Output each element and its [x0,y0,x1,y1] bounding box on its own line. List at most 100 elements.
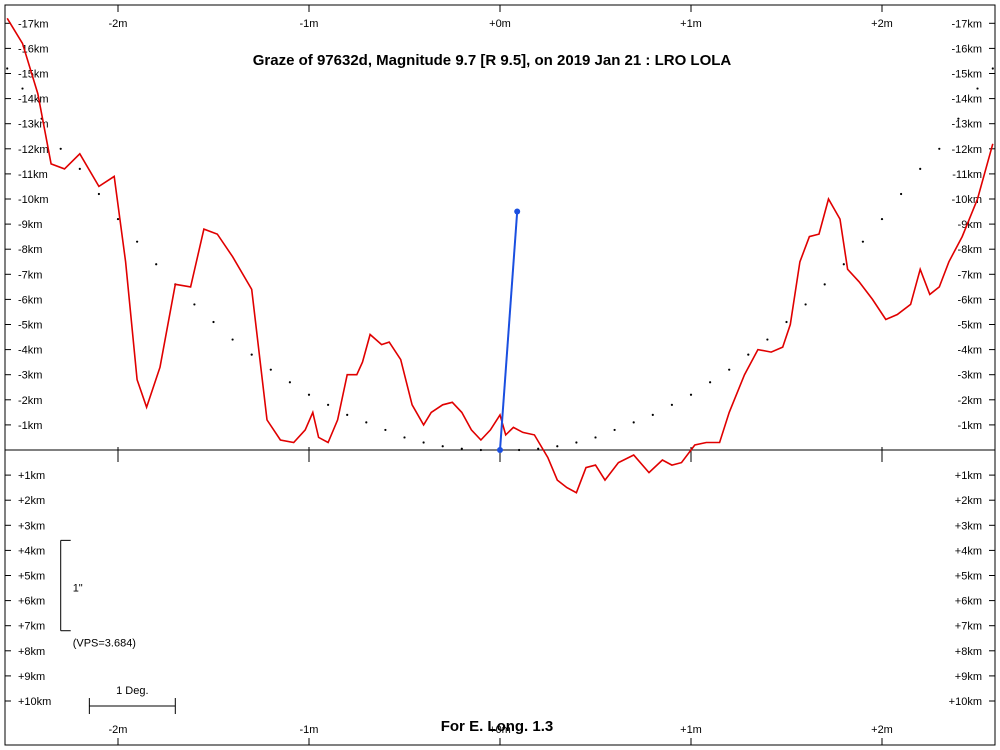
star-path-line [499,211,519,451]
y-tick-label-right: +4km [955,545,982,557]
y-tick-label-left: -14km [18,94,49,106]
x-tick-label-top: +0m [489,18,511,30]
predicted-limb-dot [78,167,81,170]
predicted-limb-dot [785,320,788,324]
predicted-limb-dot [250,353,253,356]
x-axis-ticks: -2m -2m -1m -1m +0m +0m +1m +1m +2m +2m [109,5,893,745]
predicted-limb-dot [709,381,712,384]
plot-frame [4,4,996,746]
y-tick-label-right: +1km [955,470,982,482]
predicted-limb-dot [938,147,941,150]
predicted-limb-dot [365,421,368,424]
y-tick-label-right: -6km [958,294,982,306]
predicted-limb-dot [575,441,578,444]
predicted-limb-dot [384,428,387,432]
y-tick-label-left: -9km [18,219,42,231]
predicted-limb-dot [97,192,100,196]
predicted-limb-dot [231,338,234,341]
star-path-start-dot [497,447,503,453]
predicted-limb-dot [804,303,807,306]
y-tick-label-left: +10km [18,696,51,708]
predicted-limb-dot [155,263,158,266]
vps-note: (VPS=3.684) [73,638,136,650]
predicted-limb-dot [689,393,693,396]
y-tick-label-right: -11km [952,169,982,181]
predicted-limb-dot [116,217,120,221]
y-tick-label-right: -1km [958,420,982,432]
y-tick-label-right: -9km [958,219,982,231]
x-tick-label-top: +1m [680,18,702,30]
y-tick-label-left: -4km [18,345,42,357]
x-tick-label-bottom: -2m [109,724,128,736]
predicted-limb-dot [823,283,826,286]
x-tick-label-bottom: -1m [300,724,319,736]
y-tick-label-left: +4km [18,545,45,557]
chart-footer: For E. Long. 1.3 [441,718,554,735]
predicted-limb-dot [861,240,865,243]
y-tick-label-right: +5km [955,571,982,583]
predicted-limb-dot [537,447,540,450]
y-tick-label-right: -5km [958,320,982,332]
y-tick-label-right: -8km [958,244,982,256]
x-tick-label-bottom: +2m [871,724,893,736]
y-tick-label-left: -2km [18,395,42,407]
predicted-limb-dot [460,447,463,450]
predicted-limb-dot [136,240,139,243]
y-tick-label-right: +9km [955,671,982,683]
vertical-scale-bar-label: 1" [73,583,83,595]
predicted-limb-dot [307,393,311,396]
predicted-limb-dot [269,368,272,371]
y-tick-label-right: -13km [951,119,982,131]
lunar-limb-profile-line [6,17,994,494]
x-tick-label-bottom: +1m [680,724,702,736]
y-tick-label-left: -7km [18,269,42,281]
y-tick-label-right: -17km [951,18,982,30]
y-tick-label-left: +3km [18,520,45,532]
y-tick-label-right: -16km [951,43,982,55]
star-path [497,208,521,453]
predicted-limb-dot [556,445,559,448]
predicted-limb-dot [594,436,597,439]
y-tick-label-left: -12km [18,144,49,156]
predicted-limb-dot [327,403,330,406]
predicted-limb-dot [613,428,616,432]
y-tick-label-right: -7km [958,269,982,281]
predicted-limb-dot [919,167,922,170]
y-tick-label-right: +10km [949,696,982,708]
y-axis-ticks: -17km -17km-16km -16km-15km -15km-14km -14km… [5,18,995,708]
y-tick-label-left: -15km [18,69,49,81]
y-tick-label-right: -2km [958,395,982,407]
y-tick-label-right: +6km [955,596,982,608]
y-tick-label-right: +8km [955,646,982,658]
predicted-limb-dot [976,87,979,90]
predicted-limb-dot [441,445,444,448]
y-tick-label-left: +9km [18,671,45,683]
predicted-limb-dot [651,413,654,416]
x-tick-label-top: -2m [109,18,128,30]
y-tick-label-left: -1km [18,420,42,432]
predicted-limb-dot [422,441,425,444]
predicted-limb-dot [880,217,884,221]
y-tick-label-right: -14km [951,94,982,106]
y-tick-label-left: +8km [18,646,45,658]
predicted-limb-dot [21,87,24,90]
y-tick-label-left: -8km [18,244,42,256]
y-tick-label-right: -3km [958,370,982,382]
y-tick-label-left: -13km [18,119,49,131]
y-tick-label-left: +1km [18,470,45,482]
y-tick-label-right: +3km [955,520,982,532]
y-tick-label-right: +2km [955,495,982,507]
predicted-limb-dot [991,67,994,70]
y-tick-label-left: +6km [18,596,45,608]
star-path-end-dot [514,208,521,215]
predicted-limb-dot [193,303,196,306]
predicted-limb-dot [6,67,9,70]
predicted-limb-dot [670,403,674,406]
predicted-limb-dot [766,338,769,341]
horizontal-scale-bar-label: 1 Deg. [116,685,148,697]
y-tick-label-left: -11km [18,169,48,181]
predicted-limb-dot [842,263,845,266]
predicted-limb-dot [403,436,406,439]
y-tick-label-left: +5km [18,571,45,583]
